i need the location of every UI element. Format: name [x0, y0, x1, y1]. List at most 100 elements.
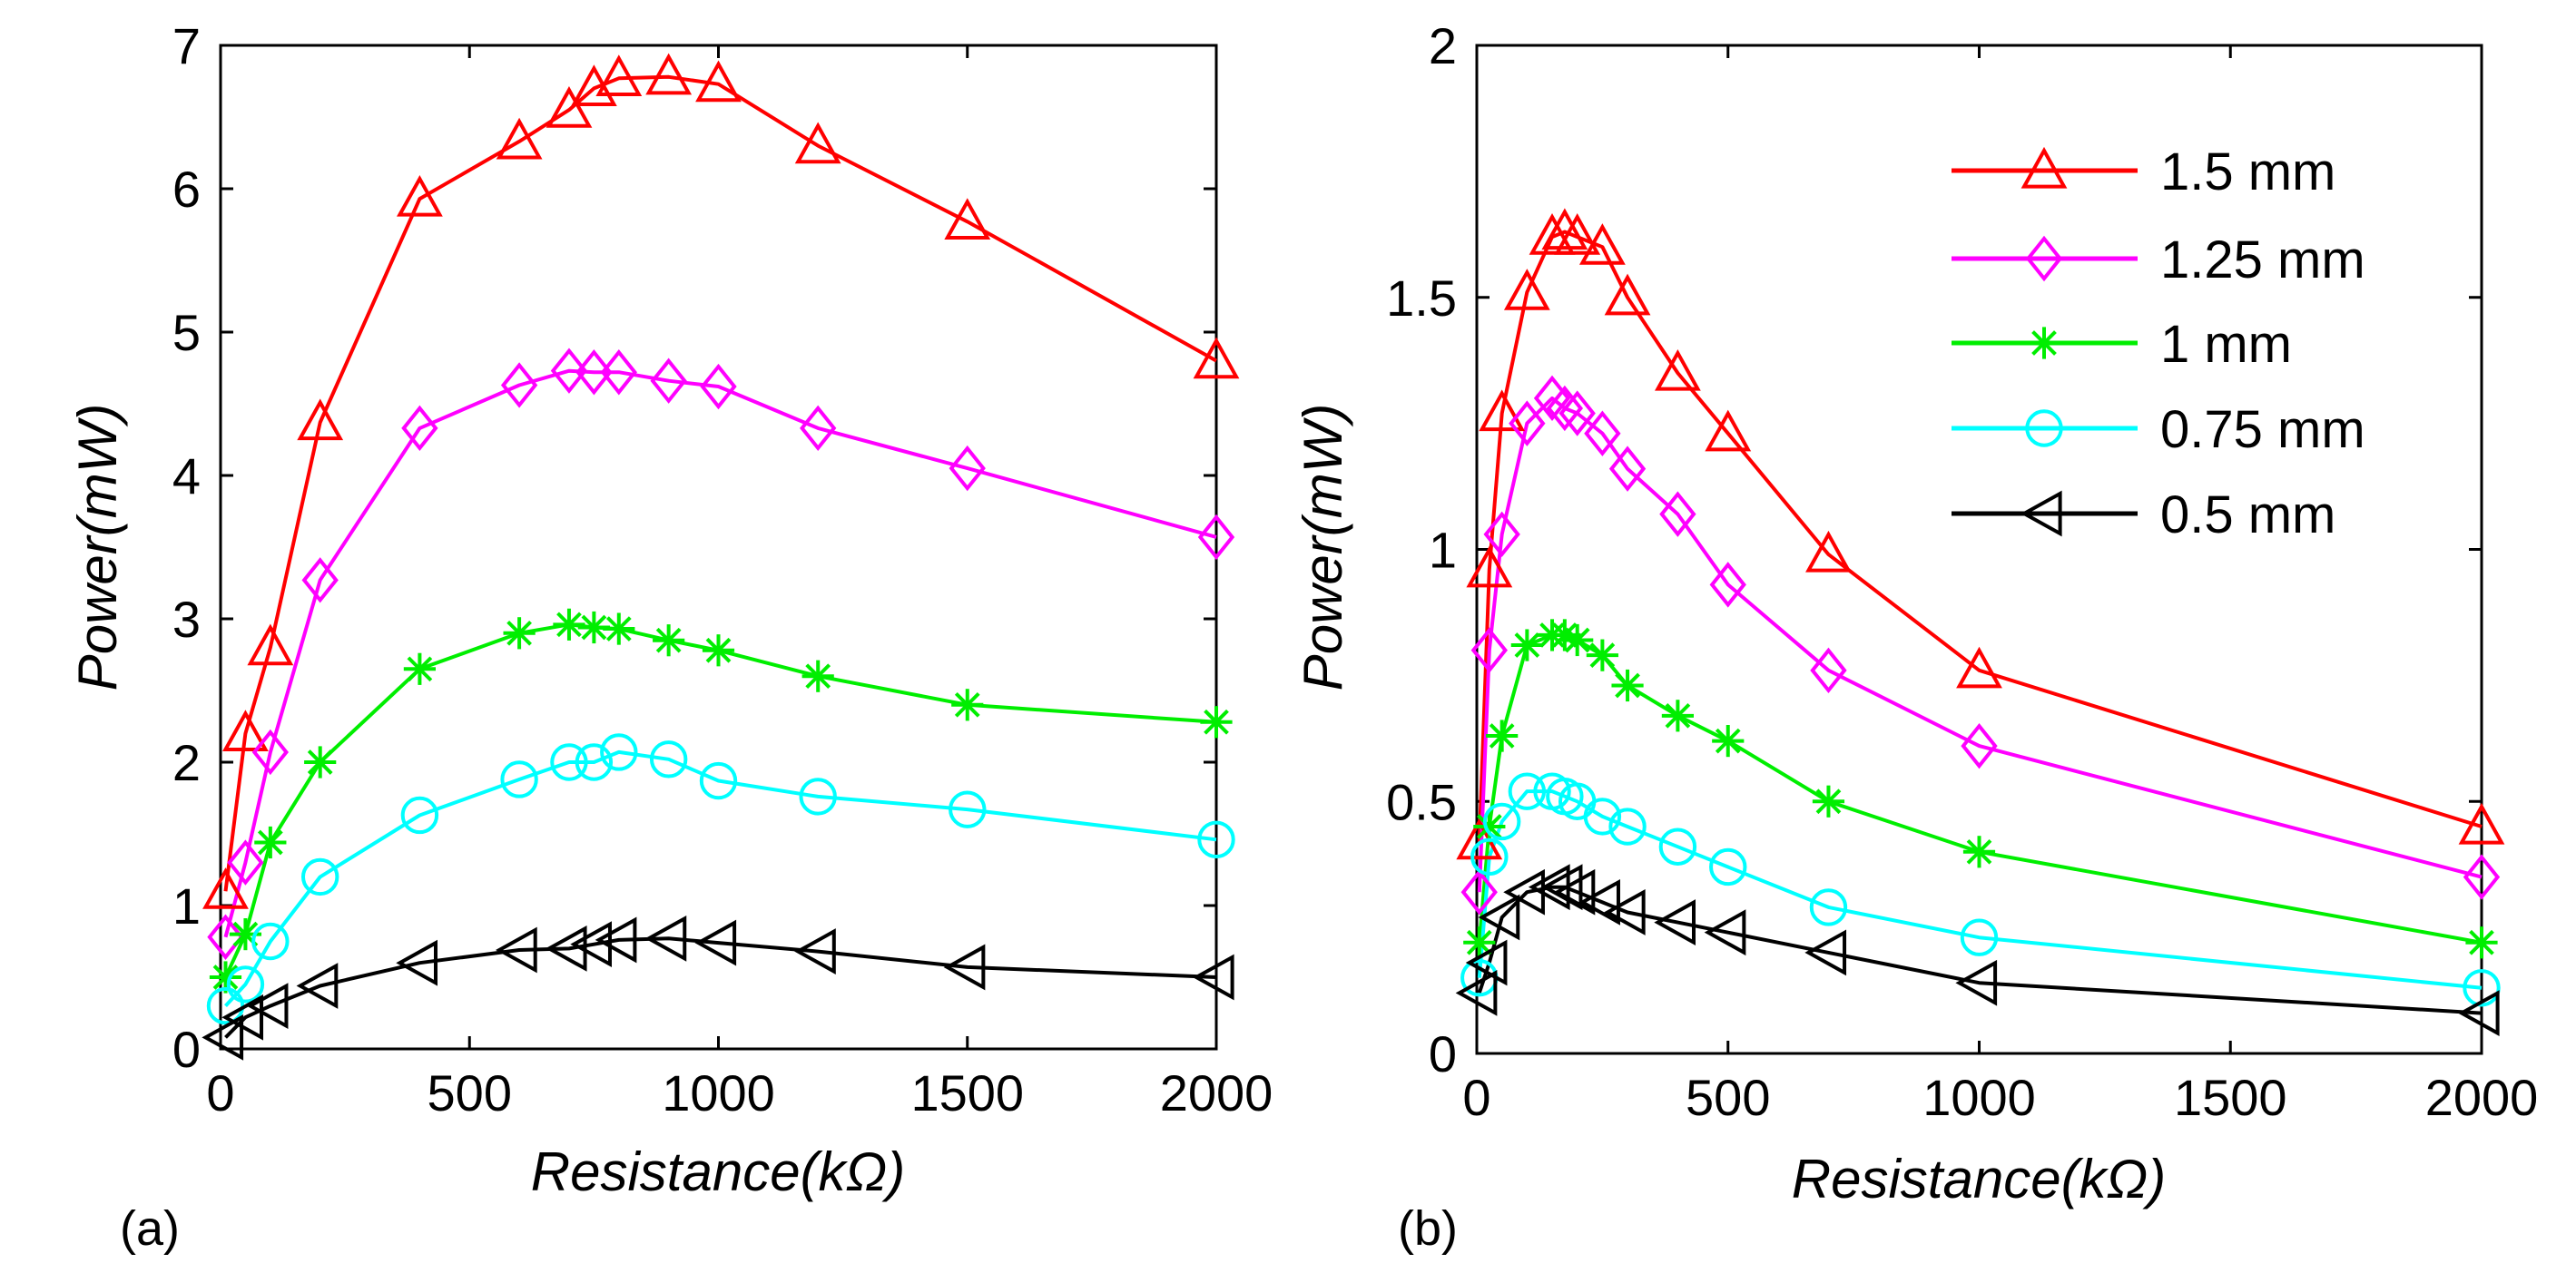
data-point-stroke: [1815, 788, 1842, 815]
y-tick-label: 1: [1429, 522, 1457, 579]
data-point-shape: [1608, 446, 1647, 492]
x-tick-label: 1000: [1922, 1069, 2036, 1126]
data-point-shape: [1503, 269, 1550, 310]
data-point: [1809, 888, 1848, 926]
data-point-shape: [1705, 409, 1752, 452]
data-point-shape: [222, 710, 269, 751]
data-point-shape: [694, 919, 737, 966]
data-point-shape: [227, 839, 264, 886]
panel-b-series-markers: [1455, 208, 2505, 1036]
y-tick-label: 0: [1429, 1025, 1457, 1082]
data-point: [1554, 212, 1601, 255]
data-point: [1465, 939, 1508, 986]
data-point: [1962, 836, 1996, 868]
data-point: [301, 857, 339, 896]
panel-b-label: (b): [1398, 1201, 1458, 1256]
data-point: [221, 994, 264, 1041]
data-point-shape: [794, 122, 841, 164]
panel-a-xlabel: Resistance(kΩ): [531, 1141, 905, 1202]
data-point-stroke: [212, 965, 239, 990]
data-point: [247, 623, 294, 666]
data-point: [1955, 959, 1998, 1006]
data-point: [800, 405, 837, 452]
data-point: [1546, 385, 1584, 432]
data-point: [1608, 808, 1647, 846]
data-point: [695, 60, 742, 103]
data-point-stroke: [407, 656, 433, 682]
data-point-shape: [1529, 212, 1576, 255]
panel-b-ticks: [1475, 44, 2483, 1055]
data-point: [1470, 837, 1509, 877]
data-point: [1611, 669, 1644, 702]
data-point: [944, 198, 991, 240]
data-point: [251, 922, 290, 961]
data-point: [495, 926, 537, 974]
data-point-shape: [1604, 273, 1651, 316]
data-point: [546, 85, 593, 128]
data-point: [1197, 514, 1235, 561]
data-point: [500, 362, 538, 408]
data-point-shape: [1804, 929, 1847, 976]
data-point: [1578, 878, 1620, 926]
data-point-stroke: [506, 620, 532, 646]
data-point-shape: [649, 740, 688, 779]
x-tick-label: 1500: [2174, 1069, 2287, 1126]
data-point-shape: [700, 363, 737, 410]
data-point-shape: [2457, 990, 2500, 1036]
data-point-shape: [202, 1014, 244, 1061]
data-point: [575, 349, 613, 396]
data-point: [2463, 854, 2501, 900]
data-point: [1956, 646, 2002, 689]
panel-a-tick-labels: 0 500 1000 1500 2000 0 1 2 3 4 5 6 7: [172, 17, 1273, 1121]
data-point: [644, 915, 687, 962]
data-point: [949, 445, 986, 492]
data-point: [226, 965, 265, 1004]
data-point-shape: [1955, 959, 1998, 1006]
data-point-stroke: [705, 637, 732, 663]
data-point-shape: [944, 198, 991, 240]
data-point: [2458, 802, 2505, 845]
data-point: [1561, 623, 1594, 657]
data-point-shape: [550, 348, 588, 394]
data-point-shape: [1554, 212, 1601, 255]
data-point-shape: [699, 761, 738, 800]
legend-marker-symbol: [2025, 235, 2063, 282]
data-point-stroke: [1715, 728, 1741, 754]
data-point-shape: [1578, 223, 1626, 265]
data-point-shape: [297, 398, 344, 441]
data-point-shape: [1509, 400, 1546, 446]
data-point: [1558, 390, 1596, 436]
data-point-shape: [1192, 954, 1234, 1001]
data-point-shape: [644, 915, 687, 962]
data-point-shape: [1709, 847, 1747, 886]
data-point-shape: [600, 733, 638, 771]
data-point: [2463, 969, 2501, 1007]
legend-label: 1.25 mm: [2160, 230, 2365, 289]
data-point: [653, 624, 685, 657]
data-point-shape: [226, 965, 265, 1004]
data-point: [1482, 802, 1521, 841]
data-point: [1659, 491, 1696, 537]
y-tick-label: 6: [172, 161, 201, 218]
x-tick-label: 2000: [2425, 1069, 2539, 1126]
data-point-shape: [2463, 969, 2501, 1007]
data-point-shape: [246, 983, 289, 1029]
data-point: [603, 612, 635, 645]
data-point: [1961, 722, 1998, 769]
series-line: [1477, 632, 2483, 945]
data-point-shape: [1809, 888, 1848, 926]
data-point: [1463, 926, 1496, 959]
data-point: [600, 349, 637, 396]
data-point: [1541, 208, 1588, 250]
data-point-shape: [1583, 798, 1622, 836]
data-point: [702, 634, 735, 667]
data-point-shape: [500, 760, 538, 798]
data-point: [207, 914, 244, 960]
data-point: [1508, 772, 1547, 810]
data-point-shape: [1960, 918, 1999, 956]
data-point: [1503, 269, 1550, 310]
data-point: [1197, 820, 1235, 859]
data-point-stroke: [581, 614, 607, 641]
legend-marker-symbol-shape: [2025, 235, 2063, 282]
